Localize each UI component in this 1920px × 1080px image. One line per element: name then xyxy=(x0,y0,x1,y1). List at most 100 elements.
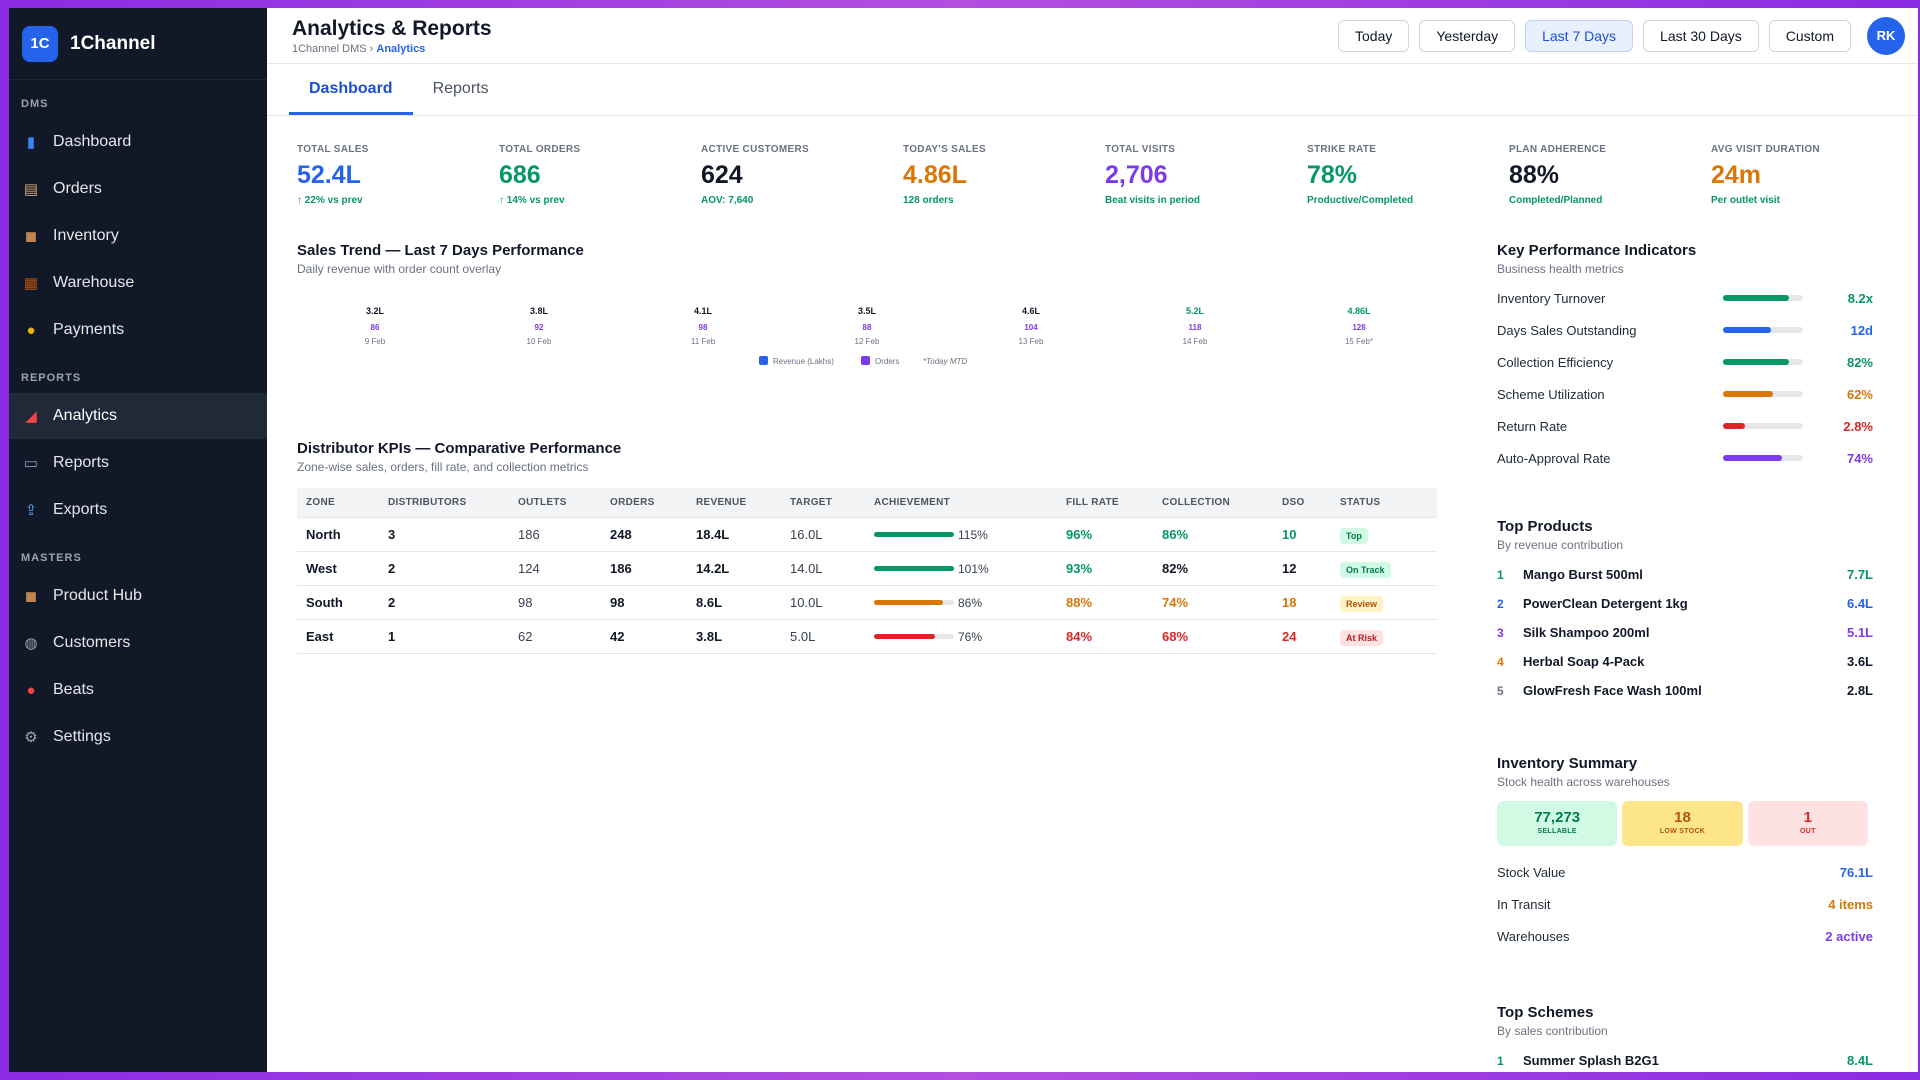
dso-cell: 10 xyxy=(1273,517,1331,552)
box-icon: ◼ xyxy=(24,228,38,245)
x-tick-label: 15 Feb* xyxy=(1345,337,1373,346)
column-header-dso[interactable]: DSO xyxy=(1273,488,1331,518)
inventory-row: Stock Value 76.1L xyxy=(1497,856,1873,888)
indicator-value: 82% xyxy=(1846,354,1873,370)
column-header-achievement[interactable]: ACHIEVEMENT xyxy=(865,488,1057,518)
indicator-name: Days Sales Outstanding xyxy=(1497,322,1637,338)
orders-data-label: 128 xyxy=(1352,323,1366,332)
inventory-row-label: Warehouses xyxy=(1497,928,1570,944)
zone-cell: North xyxy=(297,517,379,552)
scheme-value: 8.4L xyxy=(1846,1053,1873,1068)
product-name: Mango Burst 500ml xyxy=(1523,567,1643,582)
sidebar-item-customers[interactable]: ◍ Customers xyxy=(9,620,267,666)
achievement-indicator: 86% xyxy=(874,596,1057,610)
column-header-distributors[interactable]: DISTRIBUTORS xyxy=(379,488,509,518)
achievement-indicator: 115% xyxy=(874,528,1057,542)
sidebar-item-payments[interactable]: ● Payments xyxy=(9,307,267,353)
inventory-tiles: 77,273 SELLABLE 18 LOW STOCK 1 OUT xyxy=(1497,801,1873,846)
sidebar-item-settings[interactable]: ⚙ Settings xyxy=(9,714,267,760)
sidebar-item-label: Exports xyxy=(53,501,108,518)
range-last-30-days-button[interactable]: Last 30 Days xyxy=(1643,19,1759,52)
sidebar-item-beats[interactable]: ● Beats xyxy=(9,667,267,713)
column-header-orders[interactable]: ORDERS xyxy=(601,488,687,518)
kpi-card[interactable]: TOTAL VISITS 2,706 Beat visits in period xyxy=(1105,144,1307,206)
product-row[interactable]: 3 Silk Shampoo 200ml 5.1L xyxy=(1497,618,1873,647)
column-header-target[interactable]: TARGET xyxy=(781,488,865,518)
inventory-tile-low-stock[interactable]: 18 LOW STOCK xyxy=(1622,801,1743,846)
indicator-bar xyxy=(1723,423,1803,429)
sales-trend-chart: 3.2L 86 9 Feb 3.8L 92 10 Feb 4.1L 98 11 Feb 3.5L 8… xyxy=(365,306,1373,366)
achievement-indicator: 76% xyxy=(874,630,1057,644)
indicator-bar xyxy=(1723,327,1803,333)
achievement-bar xyxy=(874,600,954,605)
column-header-fill-rate[interactable]: FILL RATE xyxy=(1057,488,1153,518)
kpi-card[interactable]: STRIKE RATE 78% Productive/Completed xyxy=(1307,144,1509,206)
inventory-tile-sellable[interactable]: 77,273 SELLABLE xyxy=(1497,801,1618,846)
indicator-row[interactable]: Collection Efficiency 82% xyxy=(1497,346,1873,378)
sidebar-item-inventory[interactable]: ◼ Inventory xyxy=(9,213,267,259)
indicator-row[interactable]: Inventory Turnover 8.2x xyxy=(1497,282,1873,314)
box-icon: ◼ xyxy=(24,588,38,605)
product-value: 6.4L xyxy=(1846,596,1873,611)
column-header-collection[interactable]: COLLECTION xyxy=(1153,488,1273,518)
indicator-row[interactable]: Scheme Utilization 62% xyxy=(1497,378,1873,410)
table-row[interactable]: West 2 124 186 14.2L 14.0L 101% 93% 82% 12 On Trac… xyxy=(297,551,1437,586)
indicator-row[interactable]: Return Rate 2.8% xyxy=(1497,410,1873,442)
inventory-tile-out[interactable]: 1 OUT xyxy=(1747,801,1868,846)
table-row[interactable]: East 1 62 42 3.8L 5.0L 76% 84% 68% 24 At Risk xyxy=(297,619,1437,654)
document-icon: ▭ xyxy=(23,455,39,472)
user-avatar[interactable]: RK xyxy=(1867,16,1905,55)
kpi-card[interactable]: TOTAL SALES 52.4L ↑ 22% vs prev xyxy=(297,144,499,206)
tab-dashboard[interactable]: Dashboard xyxy=(289,80,413,115)
column-header-status[interactable]: STATUS xyxy=(1331,488,1437,518)
column-header-zone[interactable]: ZONE xyxy=(297,488,379,518)
sidebar-item-exports[interactable]: ⇪ Exports xyxy=(9,487,267,533)
kpi-card[interactable]: ACTIVE CUSTOMERS 624 AOV: 7,640 xyxy=(701,144,903,206)
tab-reports[interactable]: Reports xyxy=(432,80,489,97)
product-row[interactable]: 4 Herbal Soap 4-Pack 3.6L xyxy=(1497,647,1873,676)
sidebar-item-analytics[interactable]: ◢ Analytics xyxy=(9,393,267,439)
sidebar-item-reports[interactable]: ▭ Reports xyxy=(9,440,267,486)
indicator-row[interactable]: Days Sales Outstanding 12d xyxy=(1497,314,1873,346)
gear-icon: ⚙ xyxy=(24,729,38,746)
range-custom-button[interactable]: Custom xyxy=(1768,19,1851,52)
inventory-tile-value: 77,273 xyxy=(1534,809,1581,826)
outbox-tray-icon: ⇪ xyxy=(24,502,38,519)
fill-rate-cell: 88% xyxy=(1057,585,1153,620)
table-row[interactable]: South 2 98 98 8.6L 10.0L 86% 88% 74% 18 Review xyxy=(297,585,1437,620)
column-header-outlets[interactable]: OUTLETS xyxy=(509,488,601,518)
range-today-button[interactable]: Today xyxy=(1338,19,1410,52)
target-cell: 5.0L xyxy=(781,619,865,654)
sidebar-nav: DMS ▮ Dashboard ▤ Orders ◼ Inventory ▦ Warehouse… xyxy=(9,80,267,760)
product-name: Silk Shampoo 200ml xyxy=(1523,625,1650,640)
indicator-value: 12d xyxy=(1850,322,1873,338)
column-header-revenue[interactable]: REVENUE xyxy=(687,488,781,518)
kpi-card[interactable]: TOTAL ORDERS 686 ↑ 14% vs prev xyxy=(499,144,701,206)
distributors-cell: 2 xyxy=(379,585,509,620)
indicator-row[interactable]: Auto-Approval Rate 74% xyxy=(1497,442,1873,474)
range-yesterday-button[interactable]: Yesterday xyxy=(1419,19,1516,52)
brand[interactable]: 1C 1Channel xyxy=(9,8,267,80)
outlets-cell: 124 xyxy=(509,551,601,586)
product-row[interactable]: 5 GlowFresh Face Wash 100ml 2.8L xyxy=(1497,676,1873,705)
scheme-row[interactable]: 1 Summer Splash B2G1 8.4L xyxy=(1497,1046,1873,1072)
sidebar-item-warehouse[interactable]: ▦ Warehouse xyxy=(9,260,267,306)
range-last-7-days-button[interactable]: Last 7 Days xyxy=(1525,19,1634,52)
product-row[interactable]: 2 PowerClean Detergent 1kg 6.4L xyxy=(1497,589,1873,618)
sidebar-item-dashboard[interactable]: ▮ Dashboard xyxy=(9,119,267,165)
distributors-cell: 3 xyxy=(379,517,509,552)
breadcrumb-root[interactable]: 1Channel DMS xyxy=(292,42,367,55)
product-value: 2.8L xyxy=(1846,683,1873,698)
kpi-card[interactable]: TODAY'S SALES 4.86L 128 orders xyxy=(903,144,1105,206)
achievement-cell: 101% xyxy=(865,551,1057,586)
kpi-card[interactable]: PLAN ADHERENCE 88% Completed/Planned xyxy=(1509,144,1711,206)
sidebar-item-orders[interactable]: ▤ Orders xyxy=(9,166,267,212)
achievement-bar-fill xyxy=(874,600,943,605)
date-range-group: Today Yesterday Last 7 Days Last 30 Days Cus… xyxy=(1328,19,1851,52)
table-row[interactable]: North 3 186 248 18.4L 16.0L 115% 96% 86% 10 Top xyxy=(297,517,1437,552)
product-row[interactable]: 1 Mango Burst 500ml 7.7L xyxy=(1497,560,1873,589)
revenue-data-label: 4.6L xyxy=(1022,306,1041,316)
sidebar-item-product-hub[interactable]: ◼ Product Hub xyxy=(9,573,267,619)
kpi-card[interactable]: AVG VISIT DURATION 24m Per outlet visit xyxy=(1711,144,1913,206)
sidebar-item-label: Dashboard xyxy=(53,133,132,150)
